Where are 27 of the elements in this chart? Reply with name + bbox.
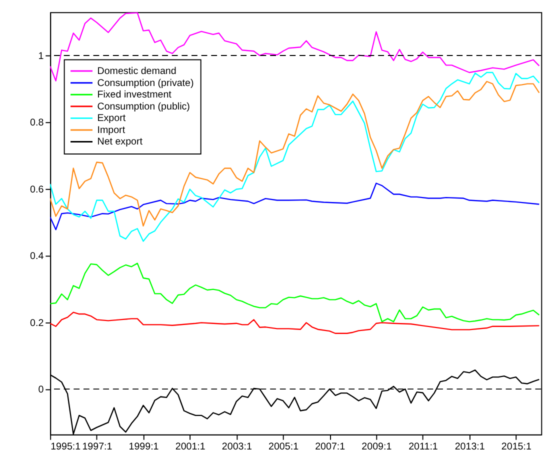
y-tick-label: 0.2 <box>30 318 44 329</box>
y-tick-label: 0.8 <box>30 118 44 129</box>
x-tick-label: 2011:1 <box>408 442 438 453</box>
legend-label: Consumption (private) <box>97 78 194 89</box>
x-tick-label: 2003:1 <box>222 442 252 453</box>
x-tick-label: 2001:1 <box>175 442 206 453</box>
legend-label: Import <box>97 124 126 136</box>
legend-label: Export <box>97 113 126 124</box>
legend-label: Consumption (public) <box>97 101 190 112</box>
x-tick-label: 1997:1 <box>82 442 112 453</box>
legend-label: Fixed investment <box>97 90 172 101</box>
y-tick-label: 0.4 <box>30 251 44 262</box>
x-tick-label: 1999:1 <box>128 442 159 453</box>
x-tick-label: 2007:1 <box>315 442 346 453</box>
line-series <box>50 262 540 322</box>
x-tick-label: 2013:1 <box>454 442 485 453</box>
legend-label: Domestic demand <box>97 66 176 77</box>
y-tick-label: 0.6 <box>30 184 44 196</box>
y-tick-label: 1 <box>38 50 44 62</box>
x-tick-label: 2015:1 <box>501 442 532 453</box>
legend-label: Net export <box>97 136 143 148</box>
y-tick-label: 0 <box>38 384 44 396</box>
line-series <box>50 182 540 230</box>
x-tick-label: 2009:1 <box>362 442 392 453</box>
x-tick-label: 1995:1 <box>50 442 81 453</box>
x-tick-label: 2005:1 <box>268 442 299 453</box>
line-series <box>50 312 540 334</box>
